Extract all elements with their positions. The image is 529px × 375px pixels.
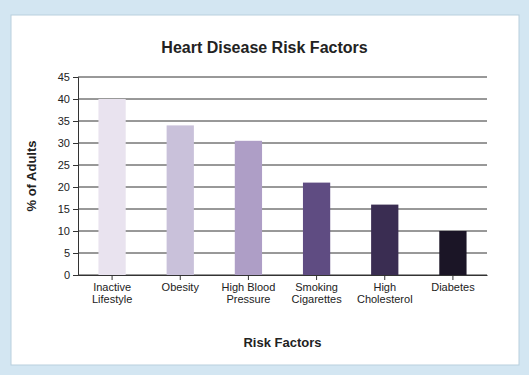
bar — [371, 205, 398, 275]
x-tick-mark — [180, 275, 181, 280]
y-tick: 35 — [58, 115, 78, 127]
grid-line — [78, 187, 487, 188]
grid-line — [78, 121, 487, 122]
x-tick-label-line: Cigarettes — [292, 293, 343, 305]
x-tick-label-line: Diabetes — [431, 281, 475, 293]
y-tick: 25 — [58, 159, 78, 171]
x-tick-label-line: Pressure — [226, 293, 270, 305]
y-tick-label: 45 — [58, 71, 70, 83]
x-tick: SmokingCigarettes — [292, 275, 343, 305]
y-tick-label: 25 — [58, 159, 70, 171]
y-tick-mark — [73, 143, 78, 144]
bars — [98, 99, 466, 275]
x-tick-label-line: High Blood — [222, 281, 276, 293]
grid-line — [78, 275, 487, 276]
bar — [98, 99, 125, 275]
x-tick-label: HighCholesterol — [357, 281, 413, 305]
x-axis-title: Risk Factors — [243, 335, 321, 350]
grid — [78, 77, 487, 275]
x-tick-mark — [316, 275, 317, 280]
y-tick: 30 — [58, 137, 78, 149]
y-tick-mark — [73, 165, 78, 166]
chart: 0 5 10 15 20 25 30 35 40 45 InactiveLifestyle Obesi… — [0, 0, 529, 375]
y-tick: 0 — [64, 269, 78, 281]
y-tick-mark — [73, 231, 78, 232]
y-tick: 10 — [58, 225, 78, 237]
x-tick: Diabetes — [431, 275, 475, 293]
y-tick-label: 5 — [64, 247, 70, 259]
bar — [167, 125, 194, 275]
x-tick-mark — [384, 275, 385, 280]
x-tick: InactiveLifestyle — [92, 275, 132, 305]
y-tick: 15 — [58, 203, 78, 215]
y-tick-label: 0 — [64, 269, 70, 281]
x-tick-label-line: Lifestyle — [92, 293, 132, 305]
title: Heart Disease Risk Factors — [161, 39, 367, 56]
x-tick-label: SmokingCigarettes — [292, 281, 343, 305]
x-tick-label-line: Cholesterol — [357, 293, 413, 305]
x-tick-mark — [112, 275, 113, 280]
y-tick: 20 — [58, 181, 78, 193]
y-tick-label: 30 — [58, 137, 70, 149]
x-tick-mark — [248, 275, 249, 280]
grid-line — [78, 143, 487, 144]
y-tick-mark — [73, 253, 78, 254]
grid-line — [78, 209, 487, 210]
x-tick-label-line: Inactive — [93, 281, 131, 293]
y-tick-label: 10 — [58, 225, 70, 237]
x-tick-label: InactiveLifestyle — [92, 281, 132, 305]
x-tick-label-line: Obesity — [162, 281, 200, 293]
x-axis: InactiveLifestyle Obesity High BloodPressu… — [79, 275, 488, 305]
bar — [303, 183, 330, 275]
x-tick-label: Diabetes — [431, 281, 475, 293]
y-axis: 0 5 10 15 20 25 30 35 40 45 — [58, 71, 79, 281]
x-tick-label-line: High — [373, 281, 396, 293]
grid-line — [78, 165, 487, 166]
y-tick-label: 35 — [58, 115, 70, 127]
x-tick-mark — [452, 275, 453, 280]
x-tick-label-line: Smoking — [295, 281, 338, 293]
y-tick-label: 15 — [58, 203, 70, 215]
y-tick-mark — [73, 99, 78, 100]
y-tick-mark — [73, 121, 78, 122]
bar — [235, 141, 262, 275]
bar — [439, 231, 466, 275]
y-tick: 5 — [64, 247, 78, 259]
background — [0, 0, 529, 375]
x-tick-label: Obesity — [162, 281, 200, 293]
x-axis-line — [79, 275, 488, 276]
y-tick-label: 40 — [58, 93, 70, 105]
y-tick-label: 20 — [58, 181, 70, 193]
y-tick: 45 — [58, 71, 78, 83]
x-tick-label: High BloodPressure — [222, 281, 276, 305]
y-tick: 40 — [58, 93, 78, 105]
y-axis-title: % of Adults — [24, 140, 39, 211]
grid-line — [78, 231, 487, 232]
grid-line — [78, 253, 487, 254]
grid-line — [78, 99, 487, 100]
grid-line — [78, 77, 487, 78]
y-tick-mark — [73, 209, 78, 210]
x-tick: HighCholesterol — [357, 275, 413, 305]
panel — [11, 15, 519, 365]
y-tick-mark — [73, 275, 78, 276]
x-tick: Obesity — [162, 275, 200, 293]
x-tick: High BloodPressure — [222, 275, 276, 305]
y-axis-line — [73, 78, 79, 276]
plot: 0 5 10 15 20 25 30 35 40 45 InactiveLifestyle Obesi… — [58, 71, 488, 305]
y-tick-mark — [73, 77, 78, 78]
y-tick-mark — [73, 187, 78, 188]
